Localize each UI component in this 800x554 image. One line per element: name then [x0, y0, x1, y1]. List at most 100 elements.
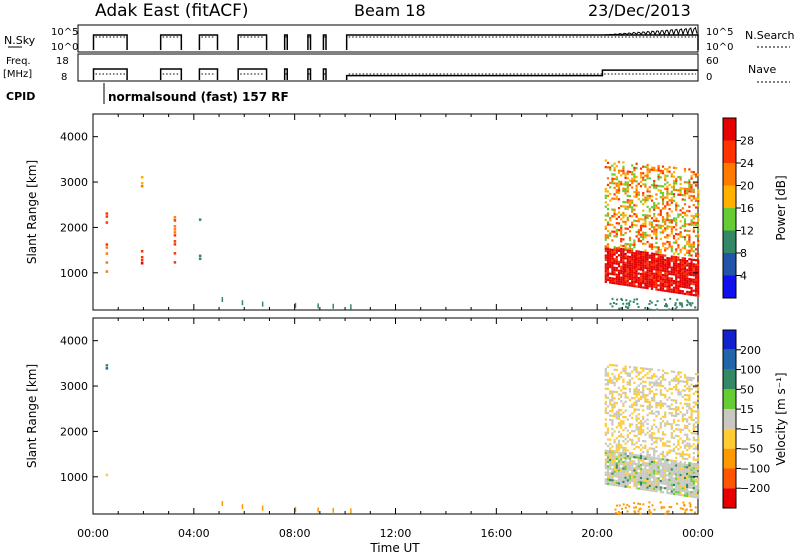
pixel: [635, 235, 638, 238]
pixel: [646, 414, 649, 417]
pixel: [666, 283, 669, 286]
pixel: [655, 281, 658, 284]
pixel: [628, 247, 632, 250]
pixel: [670, 270, 673, 274]
pixel: [659, 271, 662, 274]
pixel: [611, 281, 614, 284]
pixel: [653, 459, 656, 462]
pixel: [622, 254, 625, 257]
pixel: [611, 392, 614, 395]
pixel: [622, 172, 625, 175]
pixel: [666, 467, 669, 470]
pixel: [639, 180, 643, 183]
pixel: [683, 398, 687, 401]
pixel: [672, 490, 676, 493]
pixel: [611, 397, 614, 400]
pixel: [631, 405, 634, 408]
pixel: [611, 463, 614, 466]
pixel: [650, 396, 654, 400]
pixel: [688, 398, 691, 401]
pixel: [692, 478, 695, 481]
velocity-colorbar-block: [723, 428, 736, 449]
pixel: [606, 252, 610, 255]
pixel: [633, 208, 636, 211]
pixel: [617, 462, 621, 465]
pixel: [626, 275, 629, 278]
pixel: [694, 478, 698, 481]
pixel: [692, 241, 695, 244]
pixel: [679, 182, 682, 185]
cpid-label: CPID: [6, 90, 35, 103]
pixel: [650, 458, 654, 461]
pixel: [620, 278, 623, 281]
pixel: [609, 459, 612, 462]
pixel: [661, 450, 665, 454]
pixel: [635, 274, 638, 277]
pixel: [644, 477, 647, 480]
pixel: [646, 262, 649, 265]
pixel: [642, 275, 645, 278]
pixel: [661, 198, 665, 201]
pixel: [646, 455, 649, 458]
pixel: [679, 455, 682, 458]
pixel: [670, 436, 673, 439]
pixel: [664, 258, 667, 262]
pixel: [681, 442, 684, 445]
pixel: [642, 238, 645, 241]
pixel: [690, 471, 693, 474]
pixel: [653, 392, 656, 395]
pixel: [105, 246, 109, 249]
pixel: [681, 463, 684, 466]
pixel: [655, 273, 658, 276]
pixel: [675, 166, 678, 170]
velocity-colorbar-tick-label: 100: [740, 364, 761, 377]
pixel: [681, 285, 684, 288]
pixel: [648, 254, 651, 257]
pixel: [635, 186, 638, 190]
pixel: [679, 285, 682, 288]
pixel: [628, 225, 632, 228]
pixel: [609, 223, 612, 226]
pixel: [686, 457, 689, 461]
pixel: [611, 379, 614, 382]
pixel: [606, 438, 610, 441]
pixel: [620, 231, 623, 234]
pixel: [690, 254, 693, 257]
pixel: [604, 190, 607, 193]
pixel: [690, 473, 693, 476]
pixel: [633, 408, 636, 411]
pixel: [637, 487, 640, 490]
pixel: [686, 442, 689, 445]
pixel: [694, 175, 698, 178]
pixel: [659, 426, 662, 429]
pixel: [668, 383, 671, 386]
pixel: [675, 224, 678, 227]
pixel: [613, 273, 616, 276]
nave-tick-right-bottom: 0: [706, 72, 712, 83]
pixel: [604, 254, 607, 257]
pixel: [635, 463, 638, 466]
pixel: [683, 483, 687, 486]
pixel: [624, 463, 627, 466]
pixel: [606, 456, 610, 459]
pixel: [628, 455, 632, 458]
pixel: [624, 247, 627, 250]
pixel: [666, 469, 669, 472]
near-range-dot: [647, 307, 650, 310]
pixel: [675, 250, 678, 253]
x-tick-label: 04:00: [178, 527, 210, 540]
pixel: [624, 438, 627, 441]
pixel: [633, 401, 636, 404]
pixel: [668, 199, 671, 202]
pixel: [668, 203, 671, 206]
pixel: [604, 265, 607, 268]
pixel: [611, 264, 614, 267]
pixel: [659, 417, 662, 420]
pixel: [697, 197, 700, 201]
pixel: [624, 456, 627, 460]
pixel: [679, 263, 682, 266]
pixel: [648, 234, 651, 237]
pixel: [635, 366, 638, 369]
pixel: [642, 457, 645, 460]
pixel: [617, 280, 621, 283]
